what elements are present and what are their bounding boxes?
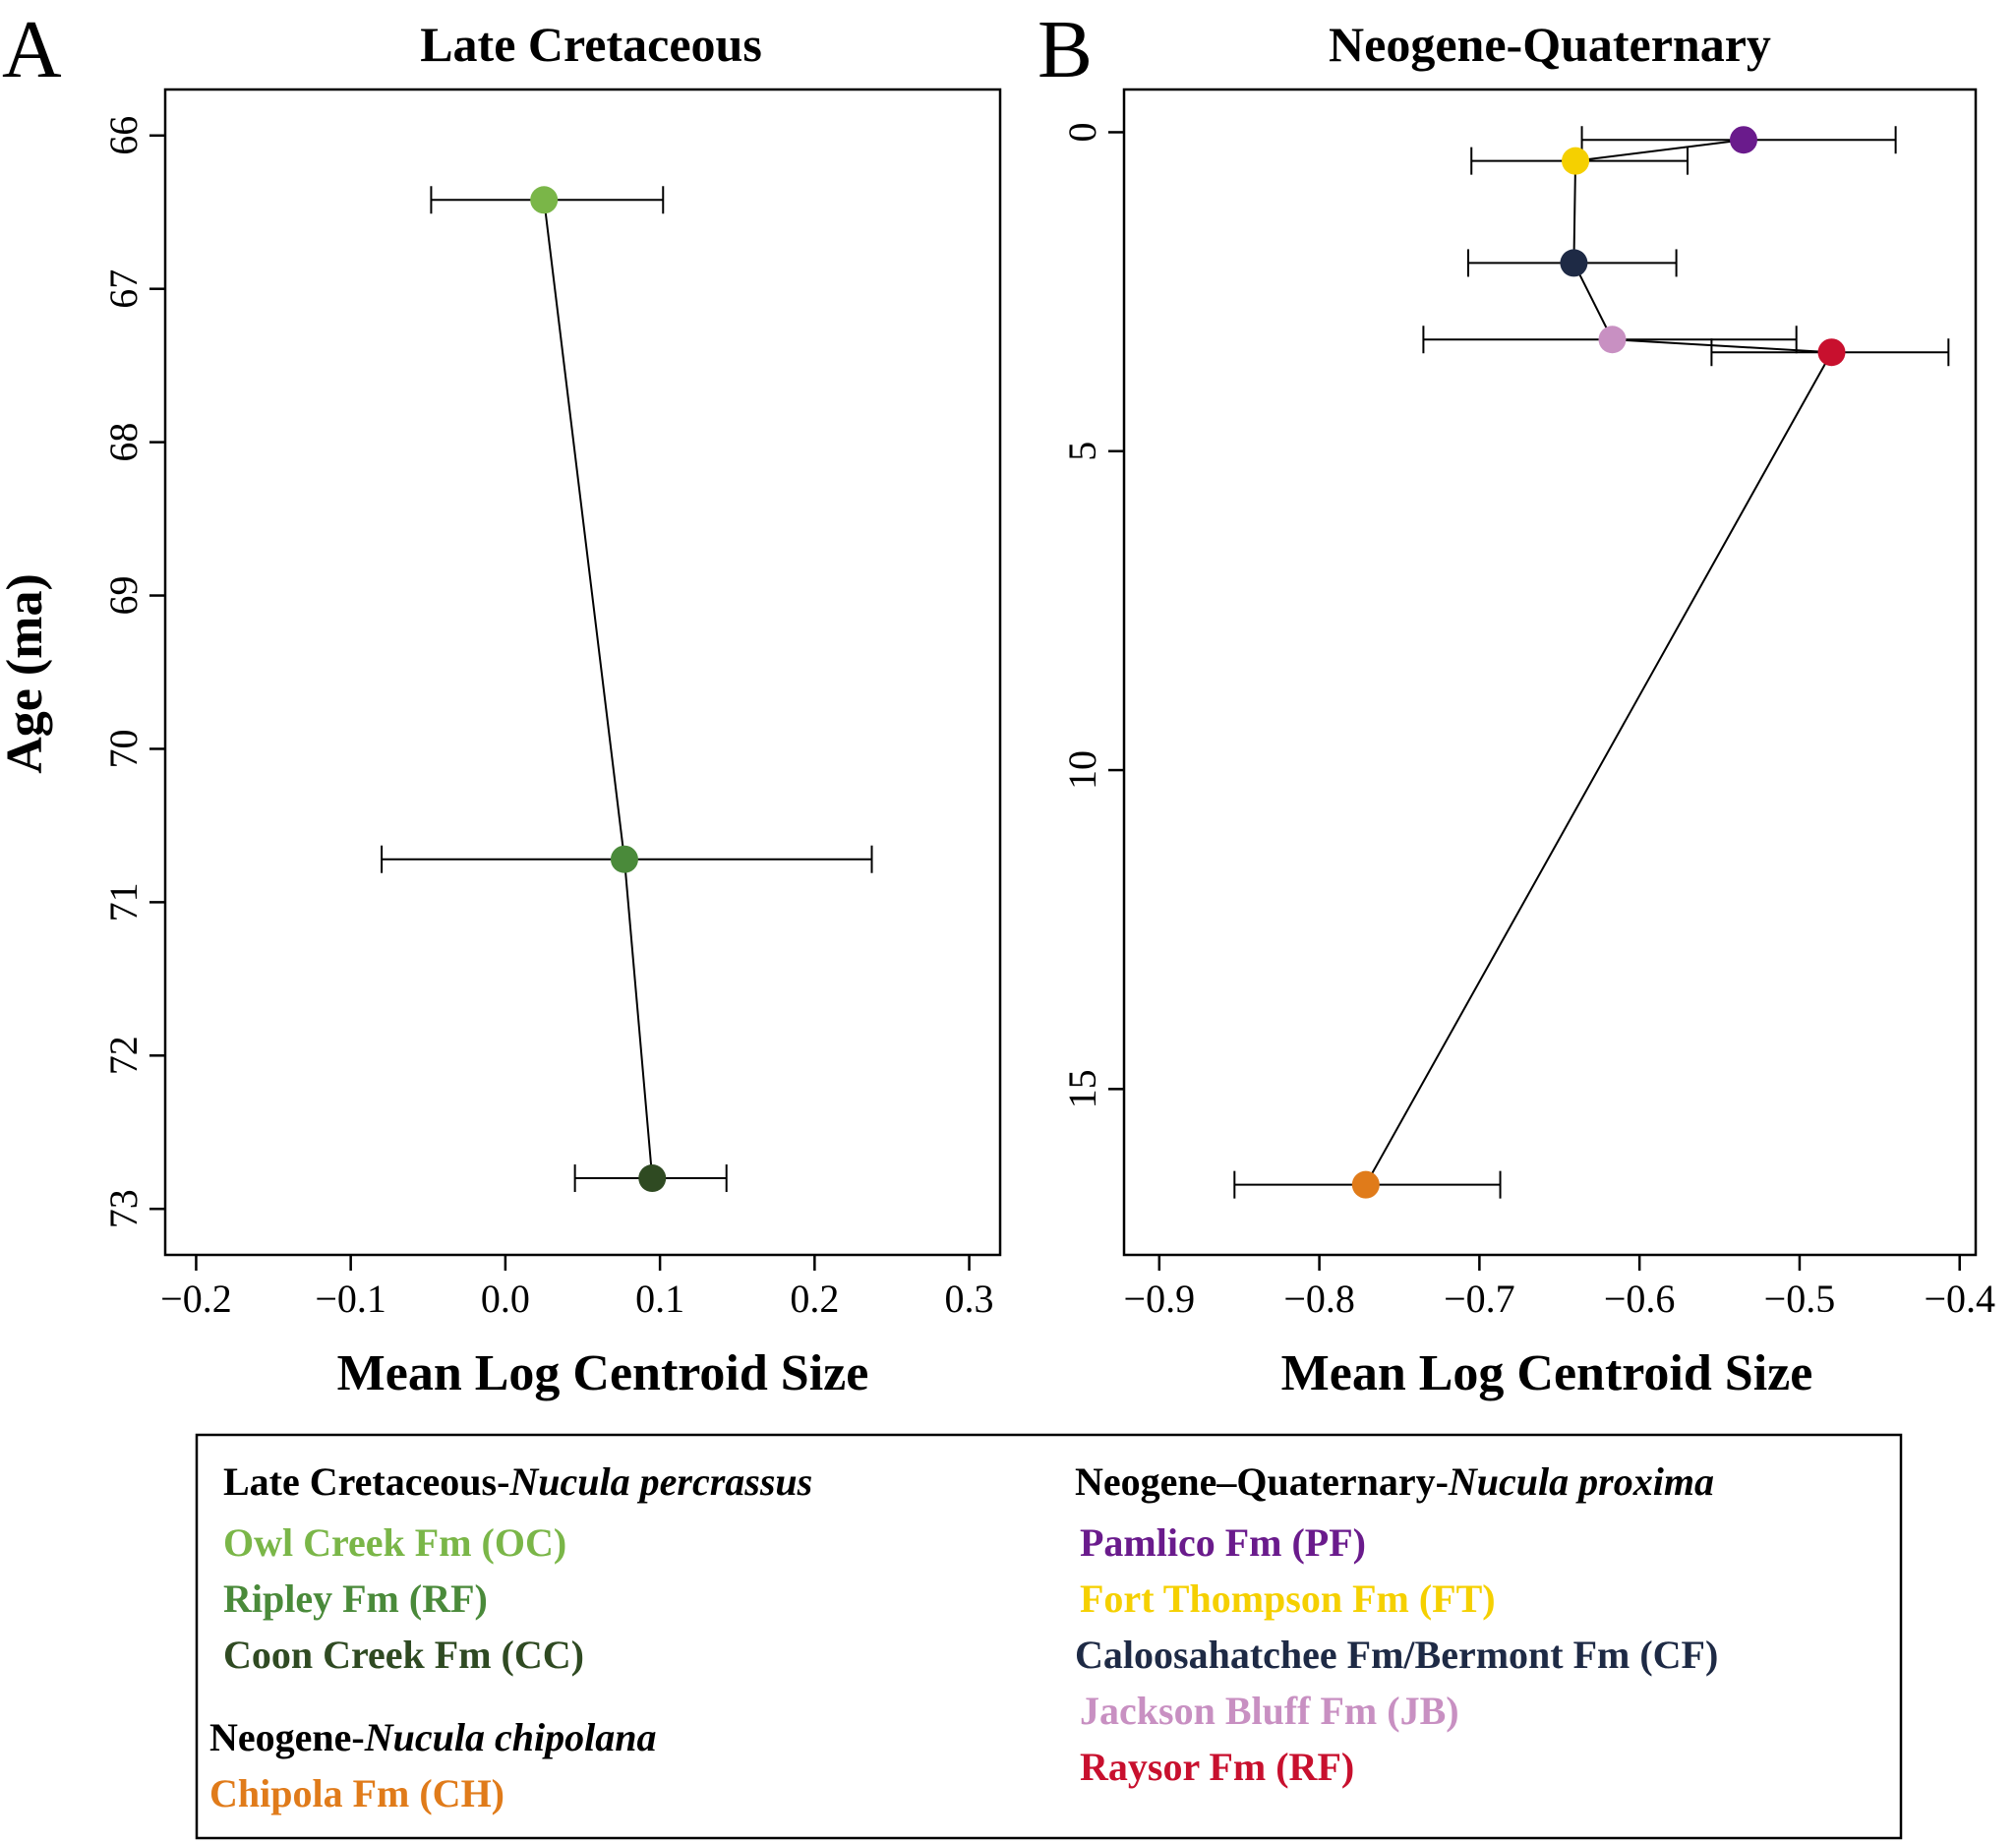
- panel-a-trend-line: [543, 200, 654, 1179]
- panel-a-y-tick-label: 73: [101, 1189, 146, 1228]
- panel-b-x-tick-label: −0.7: [1444, 1277, 1515, 1321]
- panel-a-y-tick-label: 69: [101, 576, 146, 616]
- legend-item-cf: Caloosahatchee Fm/Bermont Fm (CF): [1075, 1633, 1718, 1677]
- panel-b-letter: B: [1038, 4, 1093, 95]
- panel-b-x-tick-label: −0.9: [1124, 1277, 1196, 1321]
- legend-neogene-heading-prefix: Neogene-: [209, 1715, 365, 1759]
- panel-a-y-tick-label: 66: [101, 116, 146, 155]
- panel-b-plot-frame: [1122, 88, 1978, 1257]
- panel-b-x-tick-label: −0.6: [1604, 1277, 1676, 1321]
- panel-b-x-tick-label: −0.8: [1283, 1277, 1355, 1321]
- panel-a-point-oc: [530, 186, 559, 214]
- legend-item-rf-ripley: Ripley Fm (RF): [223, 1576, 488, 1621]
- panel-a-y-tick-label: 70: [101, 729, 146, 768]
- legend-quaternary-heading-species: Nucula proxima: [1448, 1459, 1714, 1504]
- panel-b-title: Neogene-Quaternary: [1329, 17, 1771, 72]
- panel-b-point-jb: [1598, 326, 1627, 354]
- legend-item-ft: Fort Thompson Fm (FT): [1080, 1576, 1496, 1621]
- panel-a-x-tick-label: 0.0: [481, 1277, 530, 1321]
- legend-item-pf: Pamlico Fm (PF): [1080, 1520, 1366, 1565]
- legend-neogene-heading: Neogene-Nucula chipolana: [209, 1715, 656, 1759]
- legend-neogene-heading-species: Nucula chipolana: [364, 1715, 657, 1759]
- panel-a-y-tick-label: 68: [101, 423, 146, 462]
- panel-a-x-axis-label: Mean Log Centroid Size: [337, 1345, 869, 1401]
- panel-a-y-tick-label: 72: [101, 1036, 146, 1075]
- legend-item-rf-raysor: Raysor Fm (RF): [1080, 1745, 1354, 1789]
- panel-a-x-tick-label: 0.1: [635, 1277, 684, 1321]
- panel-b-point-ch: [1351, 1170, 1380, 1199]
- panel-a-y-axis-label: Age (ma): [0, 573, 53, 774]
- legend-box: [195, 1433, 1903, 1840]
- panel-a-y-tick-label: 71: [101, 882, 146, 922]
- legend-cretaceous-heading-prefix: Late Cretaceous-: [223, 1459, 509, 1504]
- panel-b-y-tick-label: 0: [1060, 122, 1104, 142]
- panel-b-point-ft: [1562, 147, 1590, 175]
- panel-a-title: Late Cretaceous: [420, 17, 762, 72]
- legend-item-oc: Owl Creek Fm (OC): [223, 1520, 566, 1565]
- legend-item-jb: Jackson Bluff Fm (JB): [1080, 1689, 1459, 1733]
- panel-a-plot-frame: [163, 88, 1002, 1257]
- panel-b-point-rf: [1817, 338, 1846, 367]
- panel-a-plot-area: −0.2 −0.1 0.0 0.1 0.2 0.3 66 67 68 69 70 71 72 73: [101, 116, 993, 1321]
- legend-item-ch: Chipola Fm (CH): [209, 1771, 504, 1815]
- panel-b-x-tick-label: −0.4: [1924, 1277, 1995, 1321]
- panel-b-y-tick-label: 15: [1060, 1069, 1104, 1108]
- panel-a-x-tick-label: 0.3: [945, 1277, 994, 1321]
- panel-b-trend-line: [1364, 139, 1834, 1186]
- panel-a-letter: A: [2, 4, 62, 95]
- panel-b-y-tick-label: 10: [1060, 750, 1104, 790]
- legend-cretaceous-heading-species: Nucula percrassus: [508, 1459, 812, 1504]
- panel-a-point-cc: [638, 1164, 667, 1193]
- panel-a-x-tick-label: 0.2: [790, 1277, 839, 1321]
- panel-a-x-tick-label: −0.2: [160, 1277, 232, 1321]
- panel-a-x-tick-label: −0.1: [315, 1277, 386, 1321]
- panel-b-point-cf: [1560, 249, 1588, 277]
- legend-quaternary-heading: Neogene–Quaternary-Nucula proxima: [1075, 1459, 1714, 1504]
- legend-item-cc: Coon Creek Fm (CC): [223, 1633, 584, 1677]
- panel-a-point-rf: [610, 845, 638, 873]
- panel-b-point-pf: [1729, 126, 1757, 154]
- panel-b-plot-area: −0.9 −0.8 −0.7 −0.6 −0.5 −0.4 0 5 10 15: [1060, 122, 1995, 1321]
- legend-quaternary-heading-prefix: Neogene–Quaternary-: [1075, 1459, 1449, 1504]
- legend-cretaceous-heading: Late Cretaceous-Nucula percrassus: [223, 1459, 812, 1504]
- panel-b-x-axis-label: Mean Log Centroid Size: [1281, 1345, 1813, 1401]
- panel-b-y-tick-label: 5: [1060, 442, 1104, 461]
- panel-a-y-tick-label: 67: [101, 269, 146, 309]
- panel-b-x-tick-label: −0.5: [1764, 1277, 1836, 1321]
